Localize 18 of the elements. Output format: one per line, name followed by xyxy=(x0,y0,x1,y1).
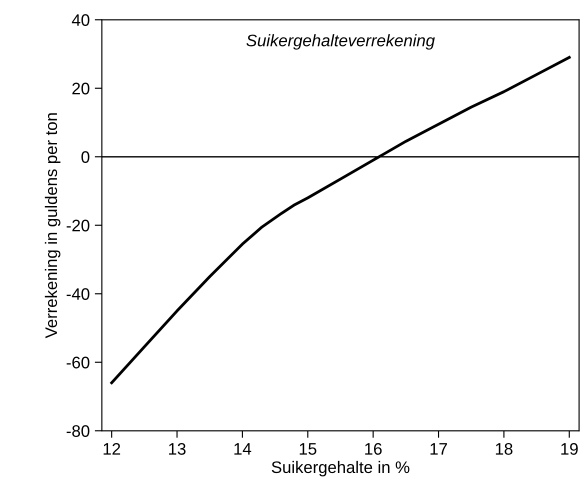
y-tick-label: -80 xyxy=(66,425,90,437)
y-tick-label: -20 xyxy=(66,220,90,232)
text: Suikergehalteverrekening xyxy=(246,34,435,50)
x-tick-label: 19 xyxy=(561,443,578,455)
y-tick-label: -40 xyxy=(66,288,90,300)
y-tick-label: 20 xyxy=(72,82,90,94)
x-axis-title: Suikergehalte in % xyxy=(272,460,410,476)
x-tick-label: 13 xyxy=(169,443,186,455)
x-tick-label: 16 xyxy=(365,443,382,455)
x-tick-label: 18 xyxy=(496,443,512,455)
x-tick-label: 15 xyxy=(300,443,316,455)
y-tick-label: 40 xyxy=(72,14,90,26)
x-tick-label: 12 xyxy=(104,443,120,455)
x-tick-label: 14 xyxy=(234,443,252,455)
x-tick-label: 17 xyxy=(430,443,447,455)
y-tick-label: -60 xyxy=(66,356,90,368)
y-axis-title: Verrekening in guldens per ton xyxy=(44,113,60,338)
y-tick-label: 0 xyxy=(81,151,90,163)
